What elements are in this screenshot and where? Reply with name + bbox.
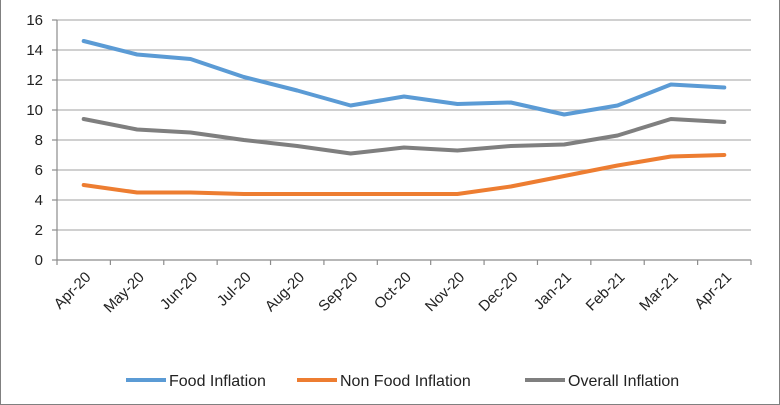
x-tick-label: Nov-20 xyxy=(422,269,468,315)
x-tick-label: Mar-21 xyxy=(636,269,682,315)
y-tick-label: 2 xyxy=(35,222,43,239)
food-inflation-line xyxy=(81,39,727,117)
x-tick-label: Apr-20 xyxy=(51,269,95,313)
x-tick-label: May-20 xyxy=(101,269,148,316)
legend-label-food-inflation: Food Inflation xyxy=(169,373,266,390)
x-tick-label: Apr-21 xyxy=(691,269,735,313)
legend: Food Inflation Non Food Inflation Overall … xyxy=(126,373,679,390)
non-food-inflation-line xyxy=(81,153,727,196)
axes xyxy=(52,19,752,265)
x-tick-label: Feb-21 xyxy=(583,269,629,315)
y-tick-label: 10 xyxy=(26,102,43,119)
overall-inflation-line xyxy=(81,117,727,156)
y-tick-label: 6 xyxy=(35,162,43,179)
x-tick-labels: Apr-20 May-20 Jun-20 Jul-20 Aug-20 Sep-20 Oct-… xyxy=(51,269,735,316)
y-tick-label: 8 xyxy=(35,132,43,149)
y-tick-label: 16 xyxy=(26,12,43,29)
x-tick-label: Aug-20 xyxy=(262,269,308,315)
x-tick-label: Jan-21 xyxy=(531,269,575,313)
y-tick-label: 12 xyxy=(26,72,43,89)
series-lines xyxy=(81,39,727,196)
y-tick-label: 0 xyxy=(35,252,43,269)
legend-label-non-food-inflation: Non Food Inflation xyxy=(340,373,471,390)
y-tick-label: 4 xyxy=(35,192,43,209)
x-tick-label: Jun-20 xyxy=(157,269,201,313)
x-tick-label: Sep-20 xyxy=(315,269,361,315)
x-tick-label: Jul-20 xyxy=(214,269,255,310)
x-tick-label: Dec-20 xyxy=(475,269,521,315)
legend-label-overall-inflation: Overall Inflation xyxy=(568,373,679,390)
x-tick-label: Oct-20 xyxy=(371,269,415,313)
grid-lines xyxy=(57,19,751,231)
y-tick-labels: 0 2 4 6 8 10 12 14 16 xyxy=(26,12,43,269)
y-tick-label: 14 xyxy=(26,42,43,59)
